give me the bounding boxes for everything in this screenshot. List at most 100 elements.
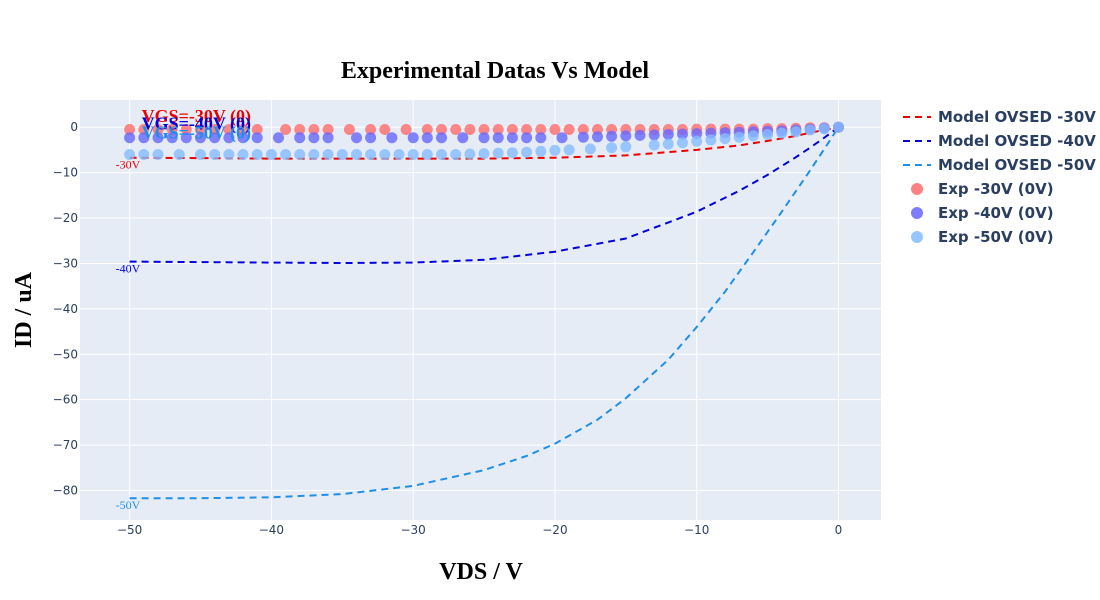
- x-axis-title: VDS / V: [439, 559, 523, 585]
- data-point: [195, 149, 206, 160]
- data-point: [507, 147, 518, 158]
- data-point: [620, 130, 631, 141]
- data-point: [585, 144, 596, 155]
- legend-label: Model OVSED -30V: [938, 108, 1096, 126]
- data-point: [323, 149, 334, 160]
- data-point: [450, 149, 461, 160]
- data-point: [790, 126, 801, 137]
- data-point: [776, 128, 787, 139]
- x-axis-ticks: −50 −40 −30 −20 −10 0: [117, 523, 842, 537]
- y-tick-label: −60: [53, 393, 78, 407]
- data-point: [535, 132, 546, 143]
- y-axis-ticks: 0−10−20−30−40−50−60−70−80: [53, 120, 78, 497]
- data-point: [620, 141, 631, 152]
- data-point: [521, 147, 532, 158]
- y-tick-label: −70: [53, 438, 78, 452]
- x-tick-label: −20: [542, 523, 567, 537]
- data-point: [238, 149, 249, 160]
- data-point: [436, 149, 447, 160]
- legend-item-exp-30v-0v[interactable]: Exp -30V (0V): [911, 180, 1054, 198]
- data-point: [819, 123, 830, 134]
- data-point: [294, 149, 305, 160]
- legend-marker-icon: [911, 207, 923, 219]
- legend-marker-icon: [911, 183, 923, 195]
- data-point: [535, 146, 546, 157]
- legend-label: Exp -30V (0V): [938, 180, 1054, 198]
- data-point: [805, 125, 816, 136]
- data-point: [422, 149, 433, 160]
- y-tick-label: −30: [53, 256, 78, 270]
- data-point: [507, 132, 518, 143]
- legend: Model OVSED -30V Model OVSED -40V Model OV…: [903, 108, 1096, 246]
- legend-item-model-ovsed-40v[interactable]: Model OVSED -40V: [903, 132, 1096, 150]
- data-point: [124, 132, 135, 143]
- y-tick-label: −10: [53, 166, 78, 180]
- data-point: [273, 132, 284, 143]
- data-point: [252, 149, 263, 160]
- y-axis-title: ID / uA: [11, 271, 37, 348]
- legend-item-model-ovsed-50v[interactable]: Model OVSED -50V: [903, 156, 1096, 174]
- data-point: [734, 132, 745, 143]
- data-point: [457, 132, 468, 143]
- legend-label: Model OVSED -50V: [938, 156, 1096, 174]
- data-point: [422, 132, 433, 143]
- data-point: [386, 132, 397, 143]
- data-point: [294, 132, 305, 143]
- data-point: [833, 122, 844, 133]
- data-point: [557, 132, 568, 143]
- data-point: [649, 130, 660, 141]
- plot-area: [80, 100, 881, 520]
- data-point: [663, 139, 674, 150]
- x-tick-label: −40: [259, 523, 284, 537]
- y-tick-label: −40: [53, 302, 78, 316]
- data-point: [762, 129, 773, 140]
- data-point: [493, 148, 504, 159]
- curve-label-0: -30V: [116, 158, 141, 172]
- data-point: [720, 133, 731, 144]
- data-point: [493, 132, 504, 143]
- data-point: [677, 137, 688, 148]
- legend-item-model-ovsed-30v[interactable]: Model OVSED -30V: [903, 108, 1096, 126]
- data-point: [521, 132, 532, 143]
- x-tick-label: 0: [835, 523, 843, 537]
- vgs-label-5: VGS=-50V (0): [142, 123, 251, 144]
- x-tick-label: −30: [400, 523, 425, 537]
- data-point: [308, 149, 319, 160]
- legend-item-exp-40v-0v[interactable]: Exp -40V (0V): [911, 204, 1054, 222]
- data-point: [691, 136, 702, 147]
- data-point: [606, 131, 617, 142]
- data-point: [351, 149, 362, 160]
- data-point: [464, 149, 475, 160]
- data-point: [351, 132, 362, 143]
- data-point: [308, 132, 319, 143]
- x-tick-label: −10: [684, 523, 709, 537]
- data-point: [280, 149, 291, 160]
- data-point: [649, 140, 660, 151]
- data-point: [663, 129, 674, 140]
- data-point: [606, 142, 617, 153]
- y-tick-label: −50: [53, 347, 78, 361]
- data-point: [266, 149, 277, 160]
- data-point: [337, 149, 348, 160]
- chart-title: Experimental Datas Vs Model: [341, 58, 650, 84]
- data-point: [153, 149, 164, 160]
- data-point: [174, 149, 185, 160]
- data-point: [549, 145, 560, 156]
- data-point: [436, 132, 447, 143]
- data-point: [748, 130, 759, 141]
- data-point: [323, 132, 334, 143]
- data-point: [408, 149, 419, 160]
- data-point: [379, 149, 390, 160]
- data-point: [223, 149, 234, 160]
- data-point: [635, 130, 646, 141]
- legend-item-exp-50v-0v[interactable]: Exp -50V (0V): [911, 228, 1054, 246]
- data-point: [592, 131, 603, 142]
- data-point: [705, 135, 716, 146]
- data-point: [394, 149, 405, 160]
- y-tick-label: −80: [53, 483, 78, 497]
- legend-label: Exp -40V (0V): [938, 204, 1054, 222]
- y-tick-label: −20: [53, 211, 78, 225]
- legend-label: Exp -50V (0V): [938, 228, 1054, 246]
- data-point: [479, 132, 490, 143]
